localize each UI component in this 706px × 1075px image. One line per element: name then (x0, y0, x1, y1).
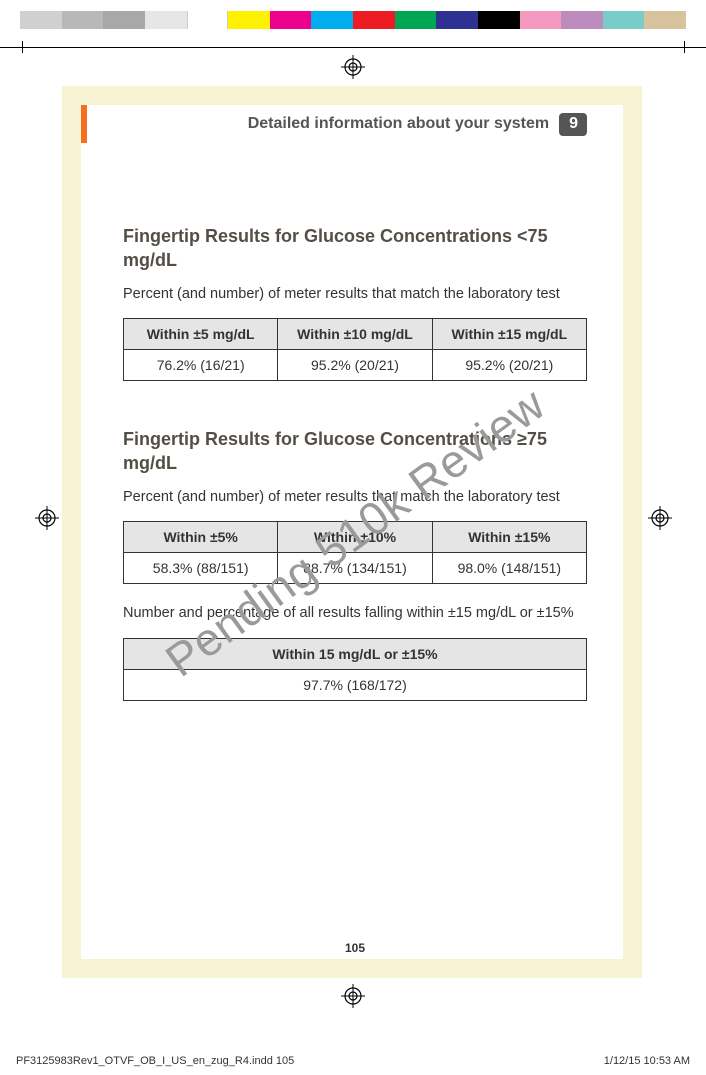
section-heading-2: Fingertip Results for Glucose Concentrat… (123, 427, 587, 476)
color-calibration-bar (20, 11, 686, 29)
registration-mark-icon (341, 55, 365, 79)
section-caption-3: Number and percentage of all results fal… (123, 604, 587, 624)
table-header: Within ±10 mg/dL (278, 319, 432, 350)
section-caption-1: Percent (and number) of meter results th… (123, 285, 587, 305)
chapter-badge: 9 (559, 113, 587, 136)
crop-ruler (0, 47, 706, 48)
section-heading-1: Fingertip Results for Glucose Concentrat… (123, 224, 587, 273)
table-cell: 95.2% (20/21) (278, 350, 432, 381)
results-table-2: Within ±5% Within ±10% Within ±15% 58.3%… (123, 521, 587, 584)
footer-file-info: PF3125983Rev1_OTVF_OB_I_US_en_zug_R4.ind… (16, 1055, 294, 1067)
results-table-3: Within 15 mg/dL or ±15% 97.7% (168/172) (123, 638, 587, 701)
table-header: Within 15 mg/dL or ±15% (124, 638, 587, 669)
table-header: Within ±5% (124, 522, 278, 553)
registration-mark-icon (648, 506, 672, 530)
table-cell: 58.3% (88/151) (124, 553, 278, 584)
table-cell: 88.7% (134/151) (278, 553, 432, 584)
table-header: Within ±15% (432, 522, 586, 553)
ruler-tick (22, 41, 23, 53)
section-caption-2: Percent (and number) of meter results th… (123, 488, 587, 508)
table-header: Within ±15 mg/dL (432, 319, 586, 350)
table-header: Within ±10% (278, 522, 432, 553)
page-bleed-area: Detailed information about your system 9… (62, 86, 642, 978)
table-cell: 76.2% (16/21) (124, 350, 278, 381)
footer-timestamp: 1/12/15 10:53 AM (604, 1055, 690, 1067)
page-number: 105 (87, 941, 623, 955)
table-cell: 97.7% (168/172) (124, 669, 587, 700)
results-table-1: Within ±5 mg/dL Within ±10 mg/dL Within … (123, 318, 587, 381)
footer-meta: PF3125983Rev1_OTVF_OB_I_US_en_zug_R4.ind… (16, 1055, 690, 1067)
registration-mark-icon (35, 506, 59, 530)
table-header: Within ±5 mg/dL (124, 319, 278, 350)
table-cell: 95.2% (20/21) (432, 350, 586, 381)
registration-mark-icon (341, 984, 365, 1008)
table-cell: 98.0% (148/151) (432, 553, 586, 584)
page-title: Detailed information about your system (248, 115, 549, 133)
ruler-tick (684, 41, 685, 53)
page-content: Detailed information about your system 9… (81, 105, 623, 959)
